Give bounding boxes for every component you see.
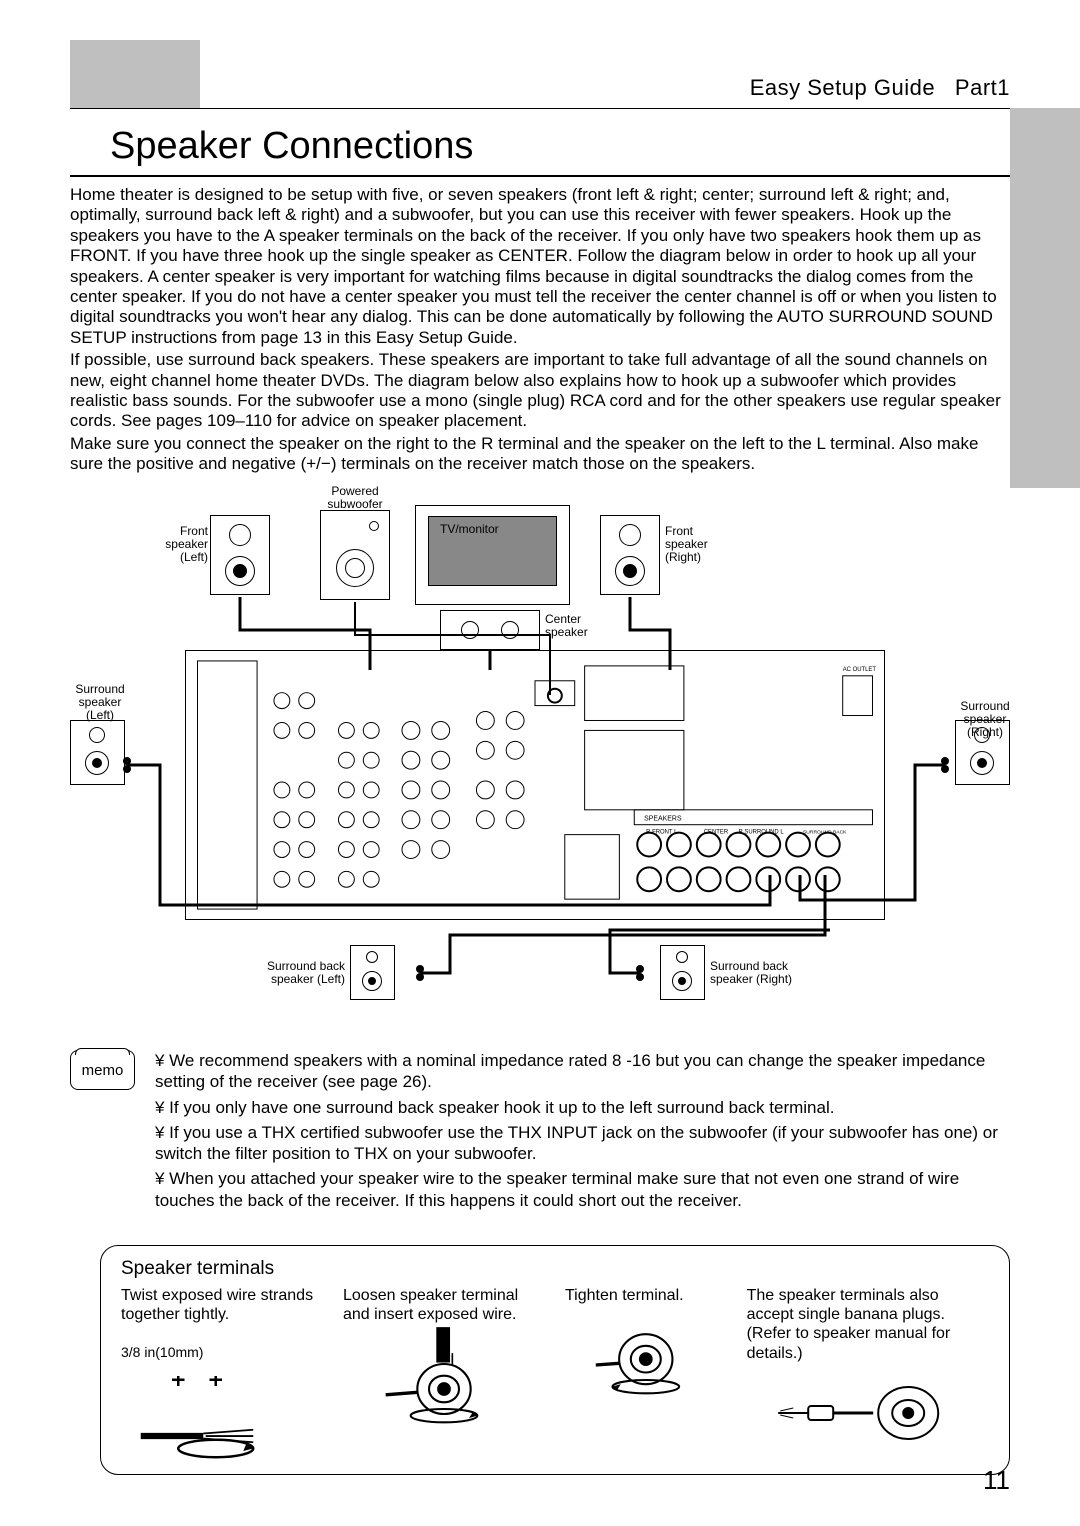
guide-label: Easy Setup Guide bbox=[750, 75, 935, 100]
sb-left-label: Surround back speaker (Left) bbox=[250, 960, 345, 986]
body-p1: Home theater is designed to be setup wit… bbox=[70, 185, 1010, 348]
body-p3: Make sure you connect the speaker on the… bbox=[70, 434, 1010, 475]
surround-left-label: Surround speaker (Left) bbox=[70, 683, 130, 723]
sb-right-speaker bbox=[660, 945, 705, 1000]
svg-text:CENTER: CENTER bbox=[704, 830, 729, 836]
wire-measure: 3/8 in(10mm) bbox=[121, 1344, 323, 1361]
twist-wire-icon bbox=[121, 1361, 323, 1461]
page-number: 11 bbox=[983, 1465, 1010, 1496]
memo-section: memo ¥ We recommend speakers with a nomi… bbox=[70, 1050, 1010, 1215]
terminals-col3: Tighten terminal. bbox=[565, 1286, 727, 1468]
side-gray-tab bbox=[1010, 108, 1080, 488]
memo-item-0: ¥ We recommend speakers with a nominal i… bbox=[155, 1050, 1010, 1093]
surround-left-speaker bbox=[70, 720, 125, 785]
terminals-box: Speaker terminals Twist exposed wire str… bbox=[100, 1245, 1010, 1475]
center-label: Center speaker bbox=[545, 613, 605, 639]
body-text: Home theater is designed to be setup wit… bbox=[70, 185, 1010, 476]
sb-right-label: Surround back speaker (Right) bbox=[710, 960, 810, 986]
term-col3-text: Tighten terminal. bbox=[565, 1286, 727, 1305]
page-title: Speaker Connections bbox=[110, 125, 473, 168]
svg-text:SURROUND BACK: SURROUND BACK bbox=[803, 830, 847, 836]
receiver-panel-svg: SPEAKERS bbox=[186, 651, 884, 919]
terminals-col4: The speaker terminals also accept single… bbox=[747, 1286, 989, 1468]
tv-monitor bbox=[415, 505, 570, 605]
memo-item-2: ¥ If you use a THX certified subwoofer u… bbox=[155, 1122, 1010, 1165]
receiver-rear-panel: SPEAKERS bbox=[185, 650, 885, 920]
surround-right-label: Surround speaker (Right) bbox=[955, 700, 1015, 740]
banana-plug-icon bbox=[747, 1363, 989, 1463]
term-col2-text: Loosen speaker terminal and insert expos… bbox=[343, 1286, 545, 1324]
connection-diagram: Front speaker (Left) Powered subwoofer T… bbox=[70, 505, 1010, 1035]
memo-label: memo bbox=[82, 1062, 124, 1079]
loosen-terminal-icon bbox=[343, 1324, 545, 1424]
svg-text:AC OUTLET: AC OUTLET bbox=[843, 667, 877, 673]
front-left-label: Front speaker (Left) bbox=[160, 525, 208, 565]
terminals-col2: Loosen speaker terminal and insert expos… bbox=[343, 1286, 545, 1468]
memo-item-1: ¥ If you only have one surround back spe… bbox=[155, 1097, 1010, 1118]
terminals-col1: Twist exposed wire strands together tigh… bbox=[121, 1286, 323, 1468]
tighten-terminal-icon bbox=[565, 1305, 727, 1405]
front-right-label: Front speaker (Right) bbox=[665, 525, 713, 565]
sb-left-speaker bbox=[350, 945, 395, 1000]
svg-text:R SURROUND L: R SURROUND L bbox=[738, 830, 784, 836]
memo-badge: memo bbox=[70, 1050, 135, 1090]
memo-item-3: ¥ When you attached your speaker wire to… bbox=[155, 1168, 1010, 1211]
subwoofer bbox=[320, 510, 390, 600]
body-p2: If possible, use surround back speakers.… bbox=[70, 350, 1010, 432]
title-rule bbox=[70, 175, 1010, 177]
terminals-title: Speaker terminals bbox=[121, 1258, 989, 1280]
memo-list: ¥ We recommend speakers with a nominal i… bbox=[155, 1050, 1010, 1215]
term-col4-text: The speaker terminals also accept single… bbox=[747, 1286, 989, 1363]
front-right-speaker bbox=[600, 515, 660, 595]
header-rule bbox=[70, 108, 1010, 109]
center-speaker bbox=[440, 610, 540, 650]
tv-label: TV/monitor bbox=[440, 523, 499, 536]
subwoofer-label: Powered subwoofer bbox=[320, 485, 390, 511]
term-col1-text: Twist exposed wire strands together tigh… bbox=[121, 1286, 323, 1324]
svg-text:SPEAKERS: SPEAKERS bbox=[644, 816, 682, 823]
header-title: Easy Setup Guide Part1 bbox=[750, 75, 1010, 101]
part-label: Part1 bbox=[955, 75, 1010, 100]
svg-text:R FRONT L: R FRONT L bbox=[646, 830, 678, 836]
header-gray-block bbox=[70, 40, 200, 108]
front-left-speaker bbox=[210, 515, 270, 595]
